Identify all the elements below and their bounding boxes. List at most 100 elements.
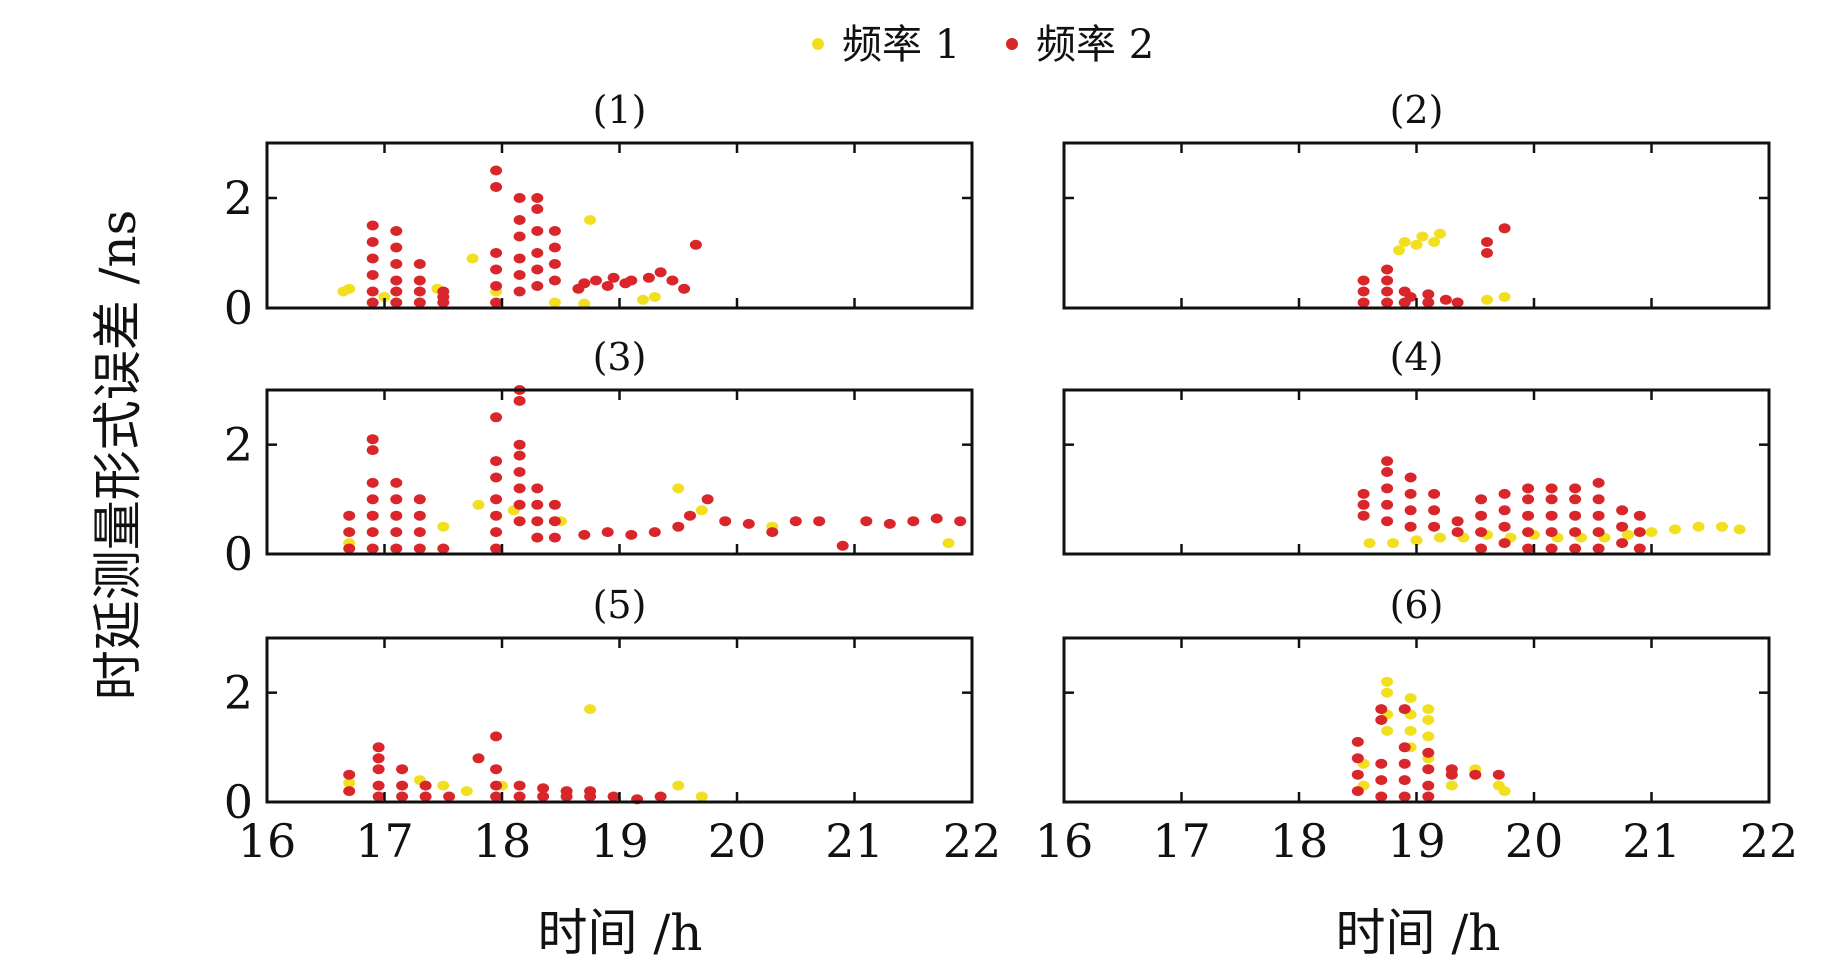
data-point-s2 [1398,775,1411,786]
x-tick-label: 16 [238,814,297,868]
legend-marker-2 [1006,38,1018,50]
data-point-s2 [366,270,379,280]
data-point-s2 [1404,488,1417,499]
data-point-s1 [584,215,597,225]
data-point-s2 [1439,294,1452,305]
chart-panels: (1) 0 2 (2) (3) 0 2 (4) (5) 0 2 16 17 18 19 20 21 22 (6) 16… [224,88,1799,868]
data-point-s1 [942,538,955,549]
data-point-s2 [366,494,379,505]
data-point-s2 [1481,237,1493,247]
data-point-s2 [1498,521,1511,532]
data-point-s2 [413,494,426,505]
data-point-s2 [1357,297,1370,308]
data-point-s1 [466,253,479,264]
y-tick-label: 0 [224,527,253,581]
data-point-s2 [490,764,503,775]
data-point-s2 [601,527,614,538]
data-point-s2 [490,510,503,521]
data-point-s2 [1381,467,1394,477]
data-point-s2 [907,516,920,527]
data-point-s2 [390,510,403,521]
data-point-s2 [678,283,691,294]
data-point-s2 [513,395,526,406]
data-point-s2 [372,791,385,802]
x-tick-label: 22 [943,814,1002,868]
data-point-s2 [1422,747,1435,758]
data-point-s2 [1569,543,1582,554]
data-point-s2 [531,264,544,275]
data-point-s2 [813,516,826,527]
data-point-s2 [1475,510,1488,521]
data-point-s2 [513,439,526,450]
data-point-s1 [1622,529,1634,540]
panel-3: (3) 0 2 [224,335,974,581]
data-point-s2 [1633,510,1646,521]
data-point-s2 [1422,764,1435,775]
data-point-s2 [513,286,526,297]
x-tick-label: 19 [590,814,649,868]
data-point-s2 [490,543,503,554]
data-point-s2 [390,477,403,488]
data-point-s2 [366,220,379,231]
data-point-s1 [1404,693,1417,704]
data-point-s2 [1592,527,1605,538]
data-point-s2 [531,204,544,214]
data-point-s2 [1404,521,1417,532]
data-point-s2 [413,527,426,538]
data-point-s2 [1633,527,1646,538]
data-point-s2 [531,248,544,258]
data-point-s2 [513,791,526,802]
data-point-s2 [343,543,356,554]
data-point-s1 [637,294,649,305]
data-point-s2 [1475,494,1488,505]
data-point-s1 [578,298,591,309]
data-point-s2 [548,242,561,253]
data-point-s2 [1633,543,1646,554]
data-point-s2 [1381,483,1394,494]
data-point-s2 [413,510,426,521]
y-axis-label: 时延测量形式误差 /ns [89,210,147,701]
data-point-s1 [672,780,685,791]
data-point-s2 [766,527,779,538]
data-point-s2 [590,275,602,286]
data-point-s2 [490,412,503,423]
data-point-s2 [490,731,503,742]
data-point-s1 [672,483,685,494]
data-point-s2 [390,226,403,236]
data-point-s2 [372,742,385,753]
data-point-s2 [1381,286,1394,297]
plot-frame-2 [1062,141,1771,310]
data-point-s2 [883,518,896,529]
data-point-s1 [648,292,661,302]
data-point-s2 [513,467,526,477]
data-point-s1 [1381,725,1394,736]
data-point-s2 [390,494,403,505]
data-point-s2 [1492,769,1505,780]
data-point-s1 [1392,245,1405,256]
data-point-s2 [490,165,503,176]
data-point-s2 [1522,483,1535,494]
data-point-s2 [1616,521,1629,532]
data-point-s2 [578,278,591,289]
data-point-s1 [1422,715,1435,725]
data-point-s2 [548,259,561,269]
data-point-s2 [1428,505,1441,516]
data-point-s2 [490,494,503,505]
data-point-s2 [390,297,403,308]
panel-4: (4) [1062,335,1771,556]
data-point-s2 [413,286,426,297]
data-point-s2 [672,521,685,532]
data-point-s2 [372,764,385,775]
data-point-s2 [490,527,503,538]
data-point-s2 [513,483,526,494]
data-point-s2 [1422,289,1435,300]
data-point-s2 [548,226,561,236]
data-point-s1 [437,780,450,791]
data-point-s2 [1381,297,1394,308]
data-point-s2 [413,259,426,269]
data-point-s1 [378,292,391,302]
data-point-s2 [513,253,526,264]
data-point-s2 [531,516,544,527]
data-point-s2 [366,527,379,538]
